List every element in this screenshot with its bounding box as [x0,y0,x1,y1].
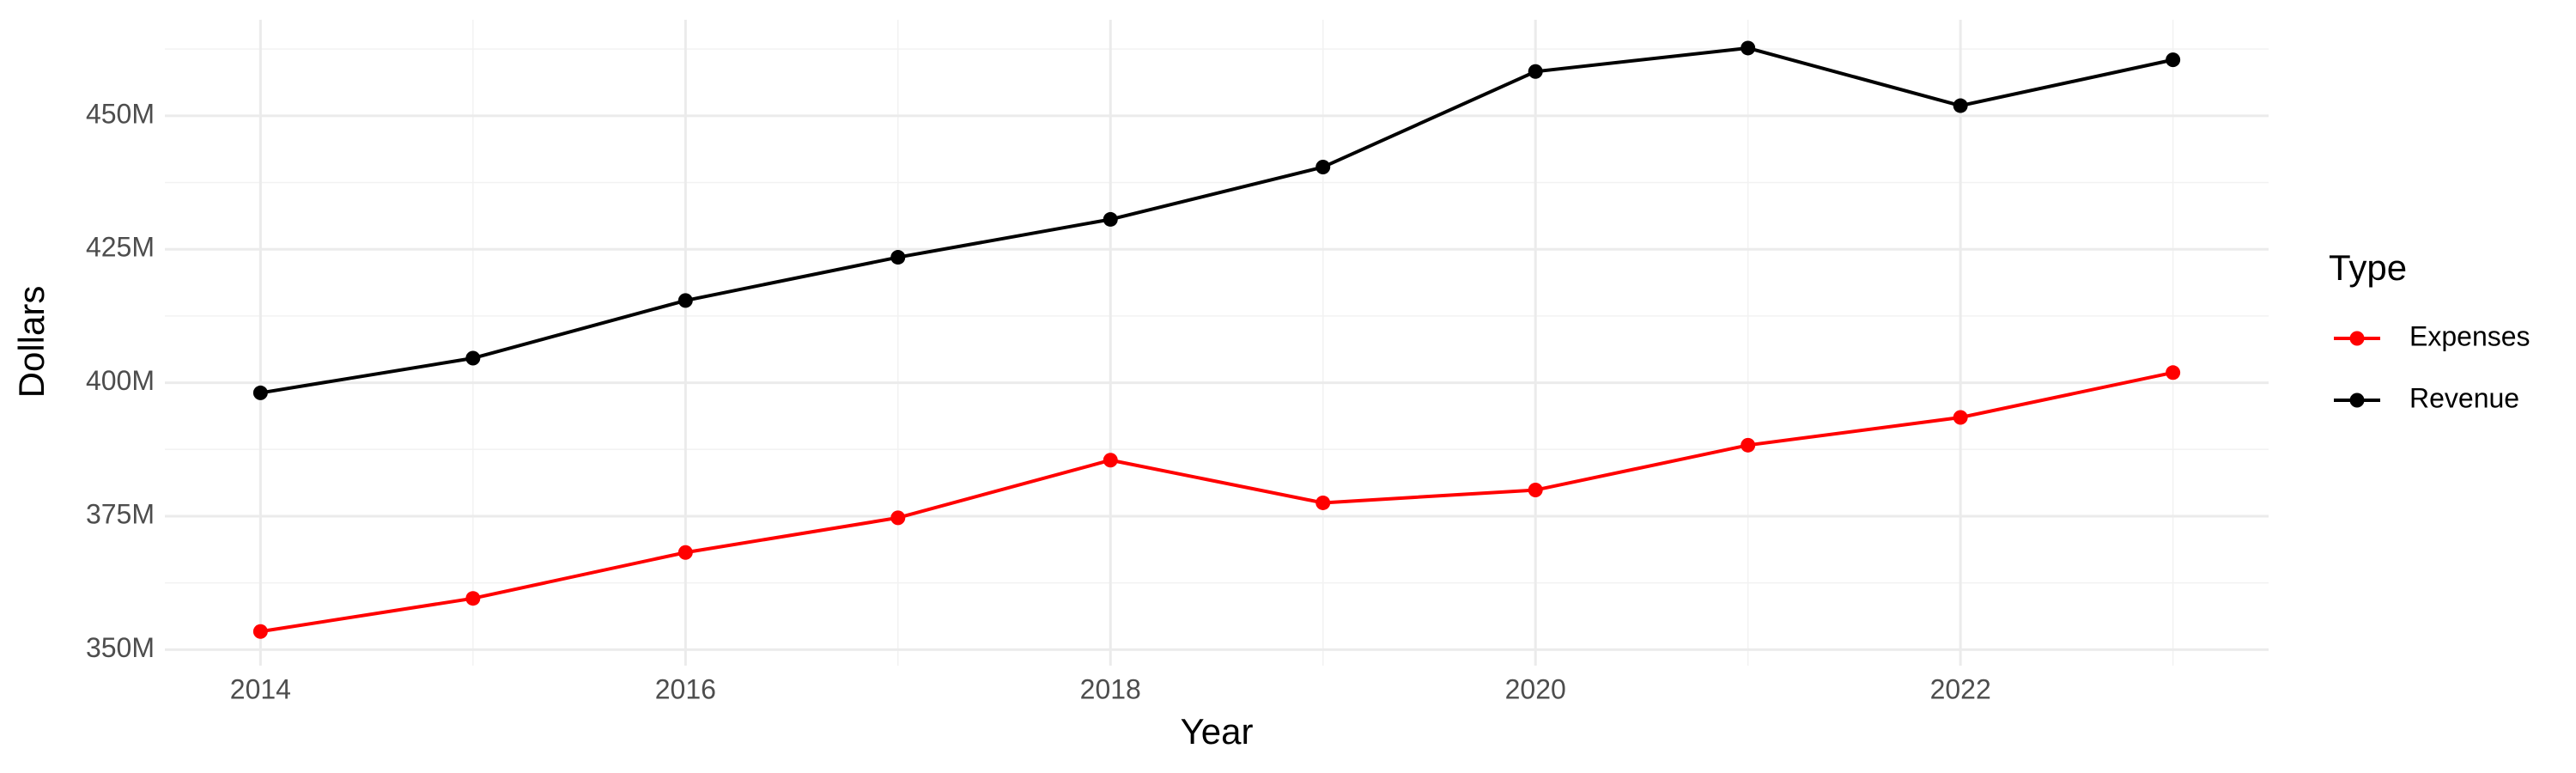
point [1315,495,1331,510]
line [260,370,2174,634]
x-tick-label: 2020 [1505,673,1566,704]
point [252,624,268,639]
legend-label: Revenue [2409,382,2519,413]
point [2166,365,2181,380]
point [465,591,481,606]
point [1103,453,1118,468]
grid [165,20,2269,666]
point [890,510,906,526]
y-tick-label: 400M [86,365,155,396]
point [2166,52,2181,68]
legend-key-point [2349,393,2365,408]
point [1315,160,1331,175]
x-axis-title: Year [1181,711,1254,752]
point [465,350,481,366]
point [677,293,693,308]
point [1953,98,1968,113]
series [252,365,2181,639]
point [1953,410,1968,425]
legend-key-point [2349,331,2365,346]
legend-title: Type [2329,247,2407,288]
x-tick-label: 2016 [655,673,716,704]
y-tick-label: 375M [86,498,155,529]
y-tick-label: 425M [86,232,155,263]
point [1528,64,1543,79]
series [252,40,2181,400]
point [1528,483,1543,498]
x-tick-label: 2018 [1080,673,1141,704]
line [260,46,2174,395]
point [890,250,906,265]
x-tick-label: 2022 [1930,673,1991,704]
point [252,385,268,400]
y-tick-label: 450M [86,98,155,129]
y-tick-label: 350M [86,632,155,663]
point [1741,40,1756,56]
point [1741,437,1756,453]
x-tick-label: 2014 [230,673,291,704]
y-axis-title: Dollars [11,286,52,399]
legend-label: Expenses [2409,320,2530,351]
point [1103,211,1118,227]
point [677,545,693,560]
